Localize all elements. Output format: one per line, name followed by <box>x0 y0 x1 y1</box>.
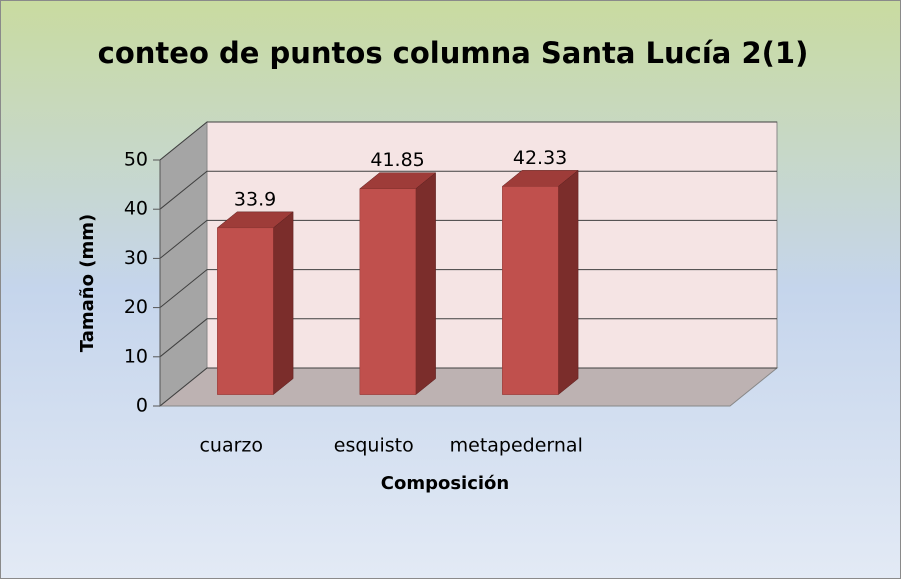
x-tick-label: cuarzo <box>199 435 263 457</box>
y-tick-label: 20 <box>124 296 148 318</box>
bar-side <box>558 169 579 396</box>
data-label: 41.85 <box>370 149 424 171</box>
grid-line <box>159 269 777 308</box>
grid-line <box>159 170 777 210</box>
grid-line <box>159 121 777 161</box>
y-tick-label: 10 <box>124 345 148 367</box>
bar <box>217 227 274 395</box>
grid-line <box>159 367 777 407</box>
bar <box>359 188 417 395</box>
y-axis-title: Tamaño (mm) <box>77 214 98 352</box>
bar-side <box>415 172 436 396</box>
y-tick-label: 50 <box>124 149 148 171</box>
y-tick-label: 0 <box>136 395 148 417</box>
x-tick-label: esquisto <box>334 435 414 457</box>
data-label: 42.33 <box>513 147 567 169</box>
x-axis-title: Composición <box>381 473 510 494</box>
bar <box>502 186 559 395</box>
grid-line <box>159 318 777 358</box>
data-label: 33.9 <box>234 188 276 210</box>
y-tick-label: 40 <box>124 198 148 220</box>
side-wall <box>159 120 208 408</box>
bar-side <box>273 211 294 396</box>
plot-area: 0 10 20 30 40 50 cuarzo 33.9 esquisto 41.85 metape… <box>124 120 779 457</box>
grid-line <box>159 219 777 259</box>
x-tick-label: metapedernal <box>450 435 583 457</box>
chart-title: conteo de puntos columna Santa Lucía 2(1… <box>98 36 809 70</box>
y-tick-label: 30 <box>124 247 148 269</box>
